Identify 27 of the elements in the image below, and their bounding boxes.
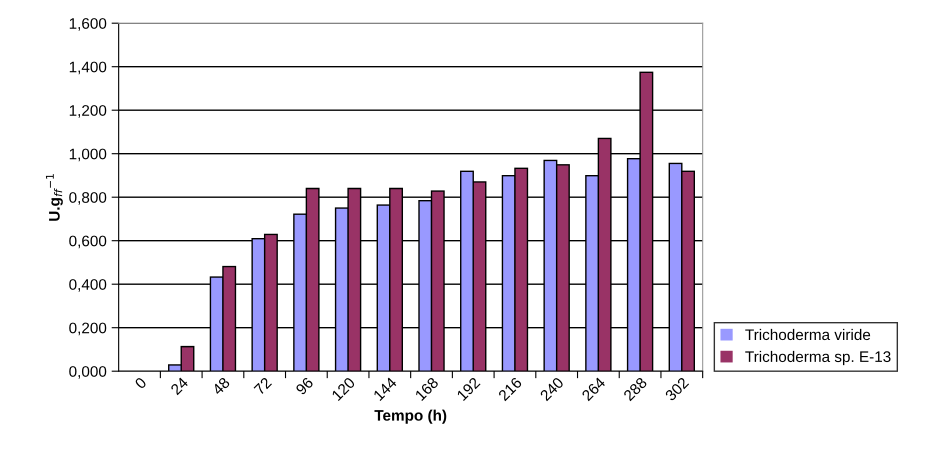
y-tick-label: 0,800 (69, 192, 106, 205)
y-tick-label: 0,000 (69, 366, 106, 379)
x-tick-label: 96 (295, 376, 314, 396)
y-tick-label: 0,600 (69, 236, 106, 248)
y-tick-label: 1,200 (70, 105, 106, 118)
x-tick-label: 48 (211, 376, 230, 396)
x-tick-label: 302 (664, 376, 690, 402)
x-tick-label: 240 (539, 376, 564, 402)
x-tick-label: 0 (134, 376, 148, 390)
x-tick-label: 72 (253, 376, 272, 396)
x-tick-label: 216 (498, 376, 522, 402)
y-tick-label: 1,000 (70, 148, 106, 162)
x-tick-label: 168 (414, 376, 439, 402)
x-tick-label: 120 (331, 376, 356, 402)
y-tick-label: 0,200 (69, 322, 106, 336)
x-tick-label: 288 (622, 376, 648, 402)
legend-label: Trichoderma sp. E-13 (745, 350, 891, 366)
x-axis-title: Tempo (h) (374, 410, 446, 424)
x-tick-label: 192 (456, 376, 481, 402)
y-tick-label: 0,400 (69, 279, 106, 292)
y-axis-title: U.g$_{ff}$$^{−1}$ (46, 174, 63, 221)
legend-label: Trichoderma viride (745, 328, 870, 340)
x-tick-label: 24 (170, 376, 189, 396)
y-tick-label: 1,600 (70, 18, 106, 31)
x-tick-label: 264 (581, 376, 606, 402)
x-tick-label: 144 (373, 376, 398, 401)
y-tick-label: 1,400 (70, 62, 106, 74)
